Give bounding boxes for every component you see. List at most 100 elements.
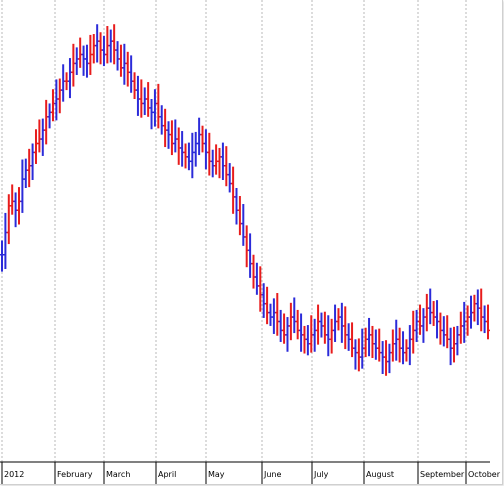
ohlc-bar <box>227 163 232 193</box>
ohlc-bar <box>285 317 290 352</box>
ohlc-bar <box>118 44 123 77</box>
ohlc-bar <box>142 87 147 116</box>
ohlc-bar <box>23 158 28 188</box>
ohlc-bar <box>336 308 341 331</box>
ohlc-bar <box>156 83 161 129</box>
ohlc-bar <box>435 300 440 339</box>
x-tick-label: May <box>208 470 225 479</box>
ohlc-bar <box>207 132 212 176</box>
ohlc-bar <box>448 327 453 366</box>
ohlc-bar <box>278 309 283 342</box>
ohlc-bar <box>190 132 195 179</box>
ohlc-bar <box>431 301 436 326</box>
ohlc-bar <box>81 45 86 76</box>
ohlc-bar <box>115 41 120 71</box>
ohlc-bar <box>37 119 42 153</box>
ohlc-bar <box>180 131 185 167</box>
ohlc-bar <box>271 298 276 334</box>
ohlc-bar <box>217 147 222 179</box>
x-tick-label: March <box>106 470 130 479</box>
ohlc-bar <box>74 47 79 75</box>
ohlc-bar <box>84 44 89 78</box>
ohlc-bar <box>234 188 239 225</box>
ohlc-bar <box>370 325 375 358</box>
ohlc-bar <box>16 187 21 225</box>
ohlc-bar <box>367 317 372 357</box>
ohlc-bar <box>251 254 256 289</box>
ohlc-bar <box>305 325 310 356</box>
x-tick-label: February <box>57 470 93 479</box>
ohlc-bar <box>411 310 416 354</box>
ohlc-bar <box>67 58 72 99</box>
ohlc-bar <box>390 329 395 362</box>
ohlc-bar <box>407 325 412 366</box>
x-tick-label: April <box>158 470 176 479</box>
ohlc-bar <box>326 315 331 357</box>
ohlc-bar <box>322 311 327 344</box>
ohlc-bar <box>163 108 168 148</box>
ohlc-bar <box>149 99 154 130</box>
ohlc-bar <box>95 24 100 63</box>
ohlc-bar <box>387 343 392 374</box>
x-tick-label: 2012 <box>4 470 24 479</box>
ohlc-bar <box>129 55 134 93</box>
ohlc-bar <box>44 99 49 145</box>
ohlc-bar <box>241 204 246 246</box>
ohlc-bar <box>339 302 344 343</box>
ohlc-bar <box>438 312 443 345</box>
ohlc-bar <box>214 144 219 175</box>
ohlc-bar <box>404 339 409 362</box>
ohlc-bar <box>27 148 32 188</box>
ohlc-bar <box>139 79 144 118</box>
price-bars <box>0 24 490 376</box>
ohlc-bar <box>57 78 62 114</box>
ohlc-bar <box>108 29 113 63</box>
ohlc-bar <box>169 120 174 156</box>
x-axis-ticks: 2012 February March April May June July August S… <box>1 462 501 484</box>
x-tick-label: July <box>313 470 329 479</box>
ohlc-bar <box>146 82 151 117</box>
ohlc-bar <box>176 127 181 165</box>
ohlc-bar <box>441 316 446 347</box>
ohlc-bar <box>105 26 110 64</box>
ohlc-bar <box>248 233 253 278</box>
ohlc-bar <box>265 286 270 325</box>
grid-lines <box>1 0 467 462</box>
ohlc-bar <box>479 288 484 332</box>
ohlc-bar <box>78 37 83 68</box>
ohlc-bar <box>98 32 103 65</box>
ohlc-bar <box>418 304 423 335</box>
ohlc-bar <box>394 319 399 361</box>
ohlc-bar <box>384 340 389 376</box>
ohlc-bar <box>401 331 406 365</box>
ohlc-bar <box>186 142 191 171</box>
ohlc-bar <box>40 118 45 156</box>
ohlc-bar <box>50 89 55 122</box>
ohlc-bar <box>288 302 293 341</box>
ohlc-bar <box>231 166 236 214</box>
ohlc-bar <box>353 339 358 370</box>
ohlc-bar <box>275 293 280 336</box>
x-tick-label: October <box>468 470 501 479</box>
ohlc-bar <box>373 329 378 360</box>
ohlc-bar <box>299 313 304 352</box>
ohlc-bar <box>333 304 338 342</box>
ohlc-bar <box>30 143 35 180</box>
ohlc-bar <box>458 311 463 344</box>
ohlc-bar <box>203 129 208 170</box>
ohlc-bar <box>472 294 477 322</box>
ohlc-bar <box>343 306 348 350</box>
x-tick-label: August <box>366 470 394 479</box>
ohlc-bar <box>173 119 178 153</box>
ohlc-bar <box>452 326 457 363</box>
ohlc-bar <box>6 194 11 245</box>
ohlc-bar <box>244 225 249 268</box>
ohlc-bar <box>377 328 382 362</box>
ohlc-bar <box>319 312 324 338</box>
ohlc-bar <box>132 72 137 99</box>
ohlc-bar <box>312 318 317 352</box>
ohlc-bar <box>346 323 351 351</box>
ohlc-bar <box>292 297 297 334</box>
ohlc-bar <box>10 184 15 215</box>
